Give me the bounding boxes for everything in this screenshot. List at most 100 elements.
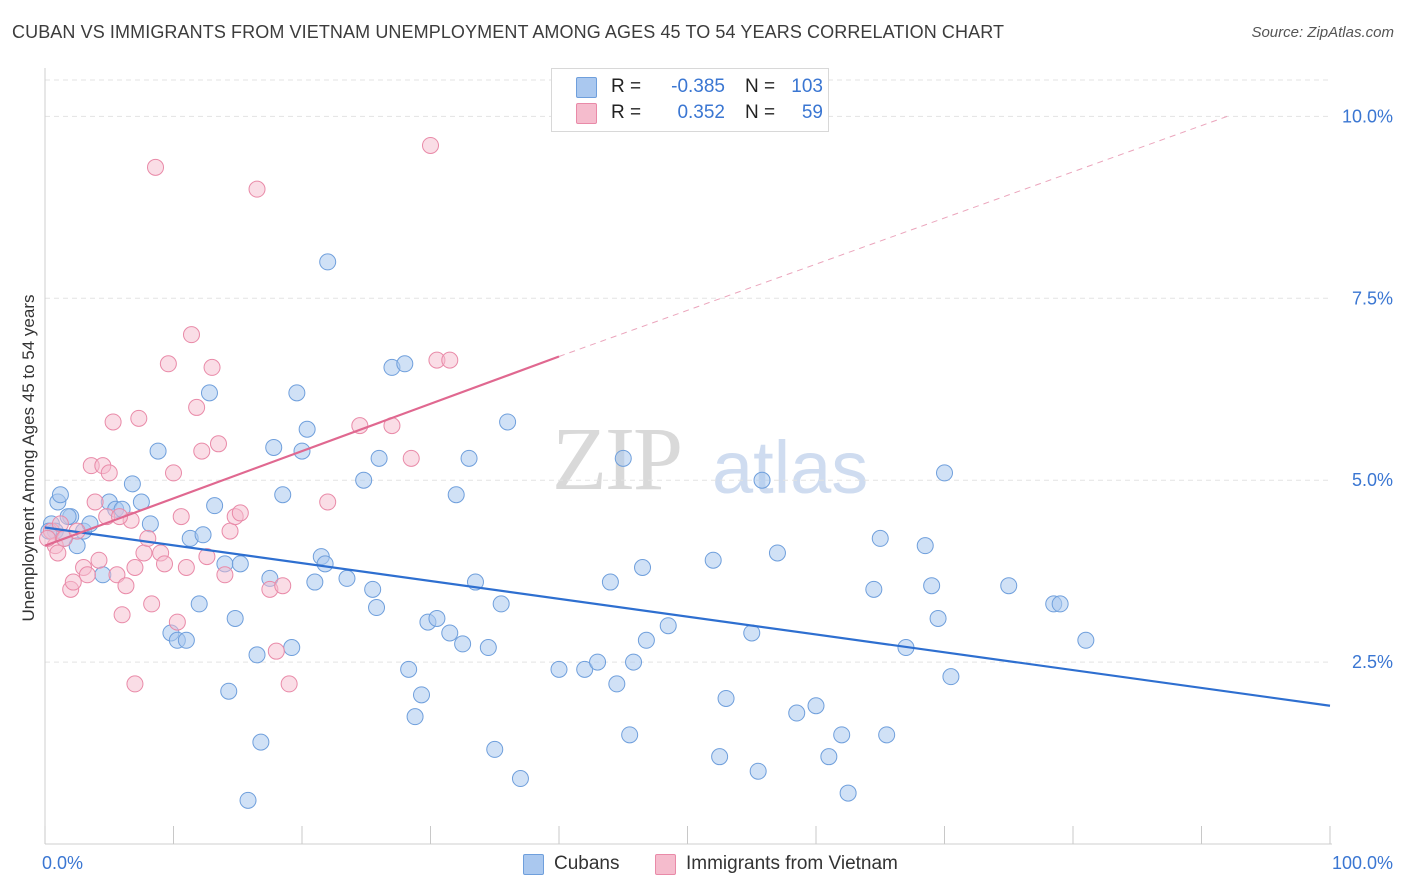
- cubans-point: [929, 609, 947, 627]
- series-name-cubans: Cubans: [554, 853, 620, 874]
- cubans-point: [871, 529, 889, 547]
- vietnam-point: [221, 522, 239, 540]
- cubans-point: [248, 646, 266, 664]
- legend-r-label: R =: [611, 76, 642, 97]
- cubans-point: [206, 497, 224, 515]
- cubans-point: [550, 660, 568, 678]
- vietnam-point: [78, 566, 96, 584]
- cubans-point: [625, 653, 643, 671]
- tick-labels: 2.5% 5.0% 7.5% 10.0% 0.0% 100.0%: [42, 106, 1393, 873]
- vietnam-point: [168, 613, 186, 631]
- correlation-legend: R = -0.385 N = 103 R = 0.352 N = 59: [551, 68, 829, 132]
- cubans-point: [319, 253, 337, 271]
- vietnam-point: [203, 358, 221, 376]
- cubans-point: [454, 635, 472, 653]
- cubans-point: [1051, 595, 1069, 613]
- cubans-point: [283, 639, 301, 657]
- cubans-point: [576, 660, 594, 678]
- y-axis-label: Unemployment Among Ages 45 to 54 years: [19, 295, 38, 622]
- vietnam-point: [139, 529, 157, 547]
- legend-row-vietnam: R = 0.352 N = 59: [576, 101, 823, 125]
- cubans-point: [711, 748, 729, 766]
- vietnam-point: [156, 555, 174, 573]
- cubans-point: [717, 689, 735, 707]
- vietnam-point: [216, 566, 234, 584]
- series-name-vietnam: Immigrants from Vietnam: [686, 853, 898, 874]
- vietnam-point: [231, 504, 249, 522]
- cubans-trend-line: [44, 526, 1331, 707]
- cubans-point: [833, 726, 851, 744]
- source-label: Source: ZipAtlas.com: [1251, 24, 1394, 41]
- cubans-point: [396, 355, 414, 373]
- cubans-point: [936, 464, 953, 482]
- vietnam-point: [130, 409, 148, 427]
- cubans-point: [621, 726, 639, 744]
- vietnam-point: [64, 573, 82, 591]
- cubans-point: [200, 384, 218, 402]
- y-tick-label: 5.0%: [1352, 470, 1393, 490]
- cubans-point: [749, 762, 767, 780]
- legend-row-cubans: R = -0.385 N = 103: [576, 75, 823, 99]
- cubans-point: [274, 486, 292, 504]
- vietnam-point: [86, 493, 104, 511]
- cubans-point: [265, 438, 283, 456]
- cubans-point: [231, 555, 249, 573]
- vietnam-point: [165, 464, 182, 482]
- series-swatch-blue: [523, 853, 544, 875]
- chart-title: CUBAN VS IMMIGRANTS FROM VIETNAM UNEMPLO…: [12, 22, 1005, 42]
- cubans-point: [942, 668, 960, 686]
- cubans-point: [807, 697, 825, 715]
- vietnam-point: [351, 417, 369, 435]
- cubans-point: [601, 573, 619, 591]
- legend-n-value: 103: [791, 76, 823, 97]
- vietnam-point: [135, 544, 153, 562]
- legend-r-value: -0.385: [671, 76, 725, 97]
- cubans-point: [839, 784, 857, 802]
- cubans-point: [355, 471, 373, 489]
- cubans-point: [608, 675, 626, 693]
- cubans-point: [659, 617, 677, 635]
- cubans-point: [239, 791, 257, 809]
- cubans-point: [406, 708, 424, 726]
- y-tick-label: 7.5%: [1352, 288, 1393, 308]
- cubans-point: [753, 471, 771, 489]
- y-tick-label: 10.0%: [1342, 106, 1393, 126]
- cubans-point: [788, 704, 806, 722]
- vietnam-point: [147, 158, 165, 176]
- cubans-point: [428, 609, 446, 627]
- cubans-point: [400, 660, 418, 678]
- cubans-point: [499, 413, 517, 431]
- vietnam-point: [209, 435, 227, 453]
- cubans-point: [820, 748, 838, 766]
- watermark-atlas: atlas: [712, 426, 869, 509]
- cubans-point: [316, 555, 334, 573]
- cubans-point: [923, 577, 941, 595]
- cubans-point: [1000, 577, 1018, 595]
- vietnam-point: [188, 398, 206, 416]
- x-tick-label: 0.0%: [42, 853, 83, 873]
- vietnam-point: [126, 559, 144, 577]
- cubans-point: [589, 653, 607, 671]
- y-tick-label: 2.5%: [1352, 652, 1393, 672]
- cubans-point: [637, 631, 655, 649]
- vietnam-point: [422, 136, 439, 154]
- vietnam-point: [402, 449, 420, 467]
- cubans-point: [370, 449, 388, 467]
- vietnam-point: [248, 180, 266, 198]
- vietnam-point: [319, 493, 337, 511]
- cubans-point: [614, 449, 632, 467]
- vietnam-point: [117, 577, 135, 595]
- vietnam-point: [159, 355, 177, 373]
- cubans-point: [460, 449, 478, 467]
- axes: [44, 68, 1332, 845]
- vietnam-points: [39, 136, 459, 693]
- cubans-point: [123, 475, 141, 493]
- vietnam-point: [143, 595, 161, 613]
- vietnam-point: [441, 351, 459, 369]
- cubans-point: [94, 566, 112, 584]
- vietnam-point: [126, 675, 144, 693]
- vietnam-point: [280, 675, 298, 693]
- cubans-point: [306, 573, 324, 591]
- vietnam-point: [90, 551, 108, 569]
